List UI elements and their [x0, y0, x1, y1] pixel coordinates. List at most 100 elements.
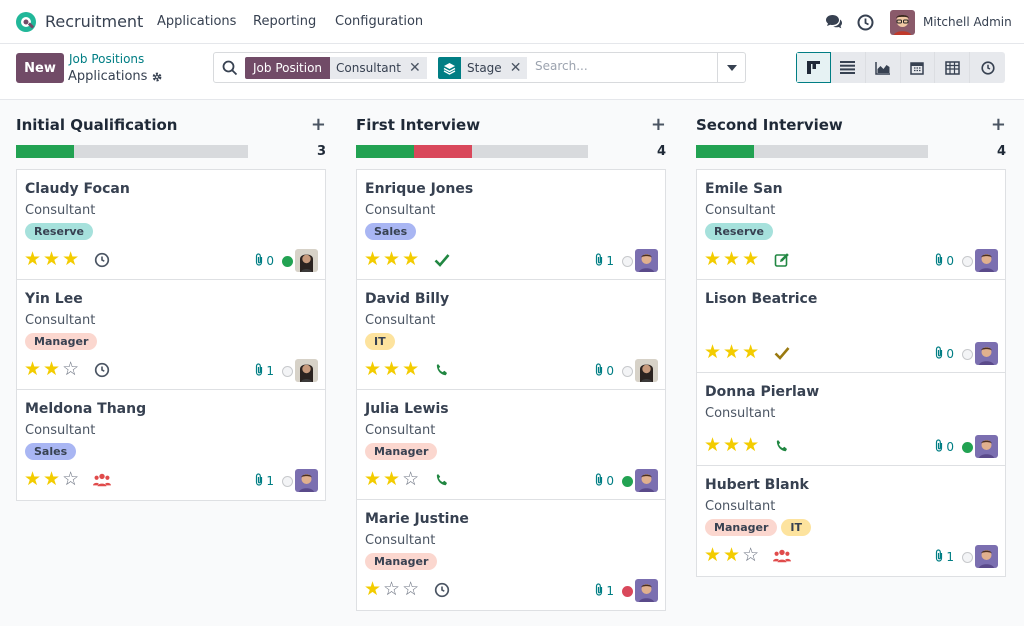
star-filled-icon[interactable]: ★ [704, 544, 722, 566]
attachment-counter[interactable]: 0 [934, 439, 973, 455]
activity-view-button[interactable] [970, 52, 1005, 83]
activity-meeting-icon[interactable] [773, 547, 791, 565]
star-filled-icon[interactable]: ★ [383, 358, 401, 380]
activity-meeting-icon[interactable] [93, 471, 111, 489]
applicant-card[interactable]: Claudy Focan Consultant Reserve ★ ★ ★ 0 [17, 170, 325, 280]
star-empty-icon[interactable]: ☆ [402, 578, 420, 600]
column-progress-bar[interactable] [696, 145, 928, 158]
assignee-avatar[interactable] [975, 435, 998, 458]
star-filled-icon[interactable]: ★ [723, 248, 741, 270]
attachment-counter[interactable]: 1 [254, 363, 293, 379]
search-options-toggle[interactable] [717, 53, 745, 82]
app-title[interactable]: Recruitment [45, 12, 144, 31]
attachment-counter[interactable]: 1 [594, 583, 633, 599]
activity-clock-icon[interactable] [93, 361, 111, 379]
applicant-card[interactable]: Meldona Thang Consultant Sales ★ ★ ☆ 1 [17, 390, 325, 500]
assignee-avatar[interactable] [635, 249, 658, 272]
column-progress-bar[interactable] [16, 145, 248, 158]
star-empty-icon[interactable]: ☆ [62, 358, 80, 380]
activity-clock-icon[interactable] [433, 581, 451, 599]
assignee-avatar[interactable] [975, 342, 998, 365]
kanban-state-dot[interactable] [622, 585, 633, 597]
star-filled-icon[interactable]: ★ [364, 358, 382, 380]
applicant-card[interactable]: Enrique Jones Consultant Sales ★ ★ ★ 1 [357, 170, 665, 280]
attachment-counter[interactable]: 0 [254, 253, 293, 269]
menu-reporting[interactable]: Reporting [253, 14, 317, 29]
user-avatar[interactable] [890, 10, 915, 35]
applicant-card[interactable]: Julia Lewis Consultant Manager ★ ★ ☆ 0 [357, 390, 665, 500]
gear-icon[interactable] [151, 71, 163, 83]
kanban-state-dot[interactable] [962, 551, 973, 563]
kanban-state-dot[interactable] [622, 365, 633, 377]
assignee-avatar[interactable] [295, 469, 318, 492]
search-icon[interactable] [222, 60, 238, 76]
activity-phone-icon[interactable] [433, 471, 451, 489]
attachment-counter[interactable]: 1 [934, 549, 973, 565]
assignee-avatar[interactable] [635, 359, 658, 382]
star-empty-icon[interactable]: ☆ [742, 544, 760, 566]
kanban-state-dot[interactable] [962, 348, 973, 360]
progress-segment-grey[interactable] [74, 145, 248, 158]
star-filled-icon[interactable]: ★ [364, 578, 382, 600]
assignee-avatar[interactable] [635, 579, 658, 602]
star-filled-icon[interactable]: ★ [742, 434, 760, 456]
star-filled-icon[interactable]: ★ [364, 248, 382, 270]
applicant-card[interactable]: Yin Lee Consultant Manager ★ ★ ☆ 1 [17, 280, 325, 390]
attachment-counter[interactable]: 0 [594, 473, 633, 489]
applicant-card[interactable]: Hubert Blank Consultant Manager IT ★ ★ ☆ 1 [697, 466, 1005, 576]
kanban-state-dot[interactable] [962, 441, 973, 453]
attachment-counter[interactable]: 1 [254, 473, 293, 489]
kanban-state-dot[interactable] [622, 475, 633, 487]
attachment-counter[interactable]: 0 [594, 363, 633, 379]
attachment-counter[interactable]: 1 [594, 253, 633, 269]
activity-phone-icon[interactable] [433, 361, 451, 379]
menu-applications[interactable]: Applications [157, 14, 237, 29]
applicant-card[interactable]: Emile San Consultant Reserve ★ ★ ★ 0 [697, 170, 1005, 280]
star-filled-icon[interactable]: ★ [723, 544, 741, 566]
applicant-card[interactable]: Marie Justine Consultant Manager ★ ☆ ☆ 1 [357, 500, 665, 610]
star-filled-icon[interactable]: ★ [43, 468, 61, 490]
kanban-state-dot[interactable] [282, 255, 293, 267]
star-empty-icon[interactable]: ☆ [383, 578, 401, 600]
pivot-view-button[interactable] [935, 52, 971, 83]
progress-segment-green[interactable] [696, 145, 754, 158]
star-filled-icon[interactable]: ★ [364, 468, 382, 490]
chat-icon[interactable] [824, 12, 844, 32]
kanban-state-dot[interactable] [962, 255, 973, 267]
attachment-counter[interactable]: 0 [934, 253, 973, 269]
star-filled-icon[interactable]: ★ [723, 434, 741, 456]
column-title[interactable]: First Interview [356, 116, 481, 134]
star-filled-icon[interactable]: ★ [704, 341, 722, 363]
quick-create-plus-icon[interactable]: + [650, 114, 666, 135]
breadcrumb-job-positions[interactable]: Job Positions [69, 52, 145, 66]
applicant-card[interactable]: Donna Pierlaw Consultant ★ ★ ★ 0 [697, 373, 1005, 466]
assignee-avatar[interactable] [635, 469, 658, 492]
quick-create-plus-icon[interactable]: + [990, 114, 1006, 135]
star-filled-icon[interactable]: ★ [24, 468, 42, 490]
progress-segment-green[interactable] [356, 145, 414, 158]
assignee-avatar[interactable] [975, 249, 998, 272]
star-empty-icon[interactable]: ☆ [62, 468, 80, 490]
facet-stage-remove-icon[interactable]: ✕ [509, 60, 522, 76]
progress-segment-grey[interactable] [472, 145, 588, 158]
column-title[interactable]: Second Interview [696, 116, 843, 134]
star-filled-icon[interactable]: ★ [383, 468, 401, 490]
menu-configuration[interactable]: Configuration [335, 14, 424, 29]
star-filled-icon[interactable]: ★ [402, 358, 420, 380]
star-filled-icon[interactable]: ★ [704, 248, 722, 270]
kanban-state-dot[interactable] [282, 365, 293, 377]
activity-check-icon[interactable] [433, 251, 451, 269]
star-filled-icon[interactable]: ★ [24, 248, 42, 270]
star-filled-icon[interactable]: ★ [43, 248, 61, 270]
star-filled-icon[interactable]: ★ [704, 434, 722, 456]
applicant-card[interactable]: Lison Beatrice ★ ★ ★ 0 [697, 280, 1005, 373]
star-empty-icon[interactable]: ☆ [402, 468, 420, 490]
star-filled-icon[interactable]: ★ [43, 358, 61, 380]
star-filled-icon[interactable]: ★ [723, 341, 741, 363]
star-filled-icon[interactable]: ★ [742, 248, 760, 270]
activity-phone-icon[interactable] [773, 437, 791, 455]
new-button[interactable]: New [16, 53, 64, 83]
column-progress-bar[interactable] [356, 145, 588, 158]
activity-check-icon[interactable] [773, 344, 791, 362]
column-title[interactable]: Initial Qualification [16, 116, 178, 134]
